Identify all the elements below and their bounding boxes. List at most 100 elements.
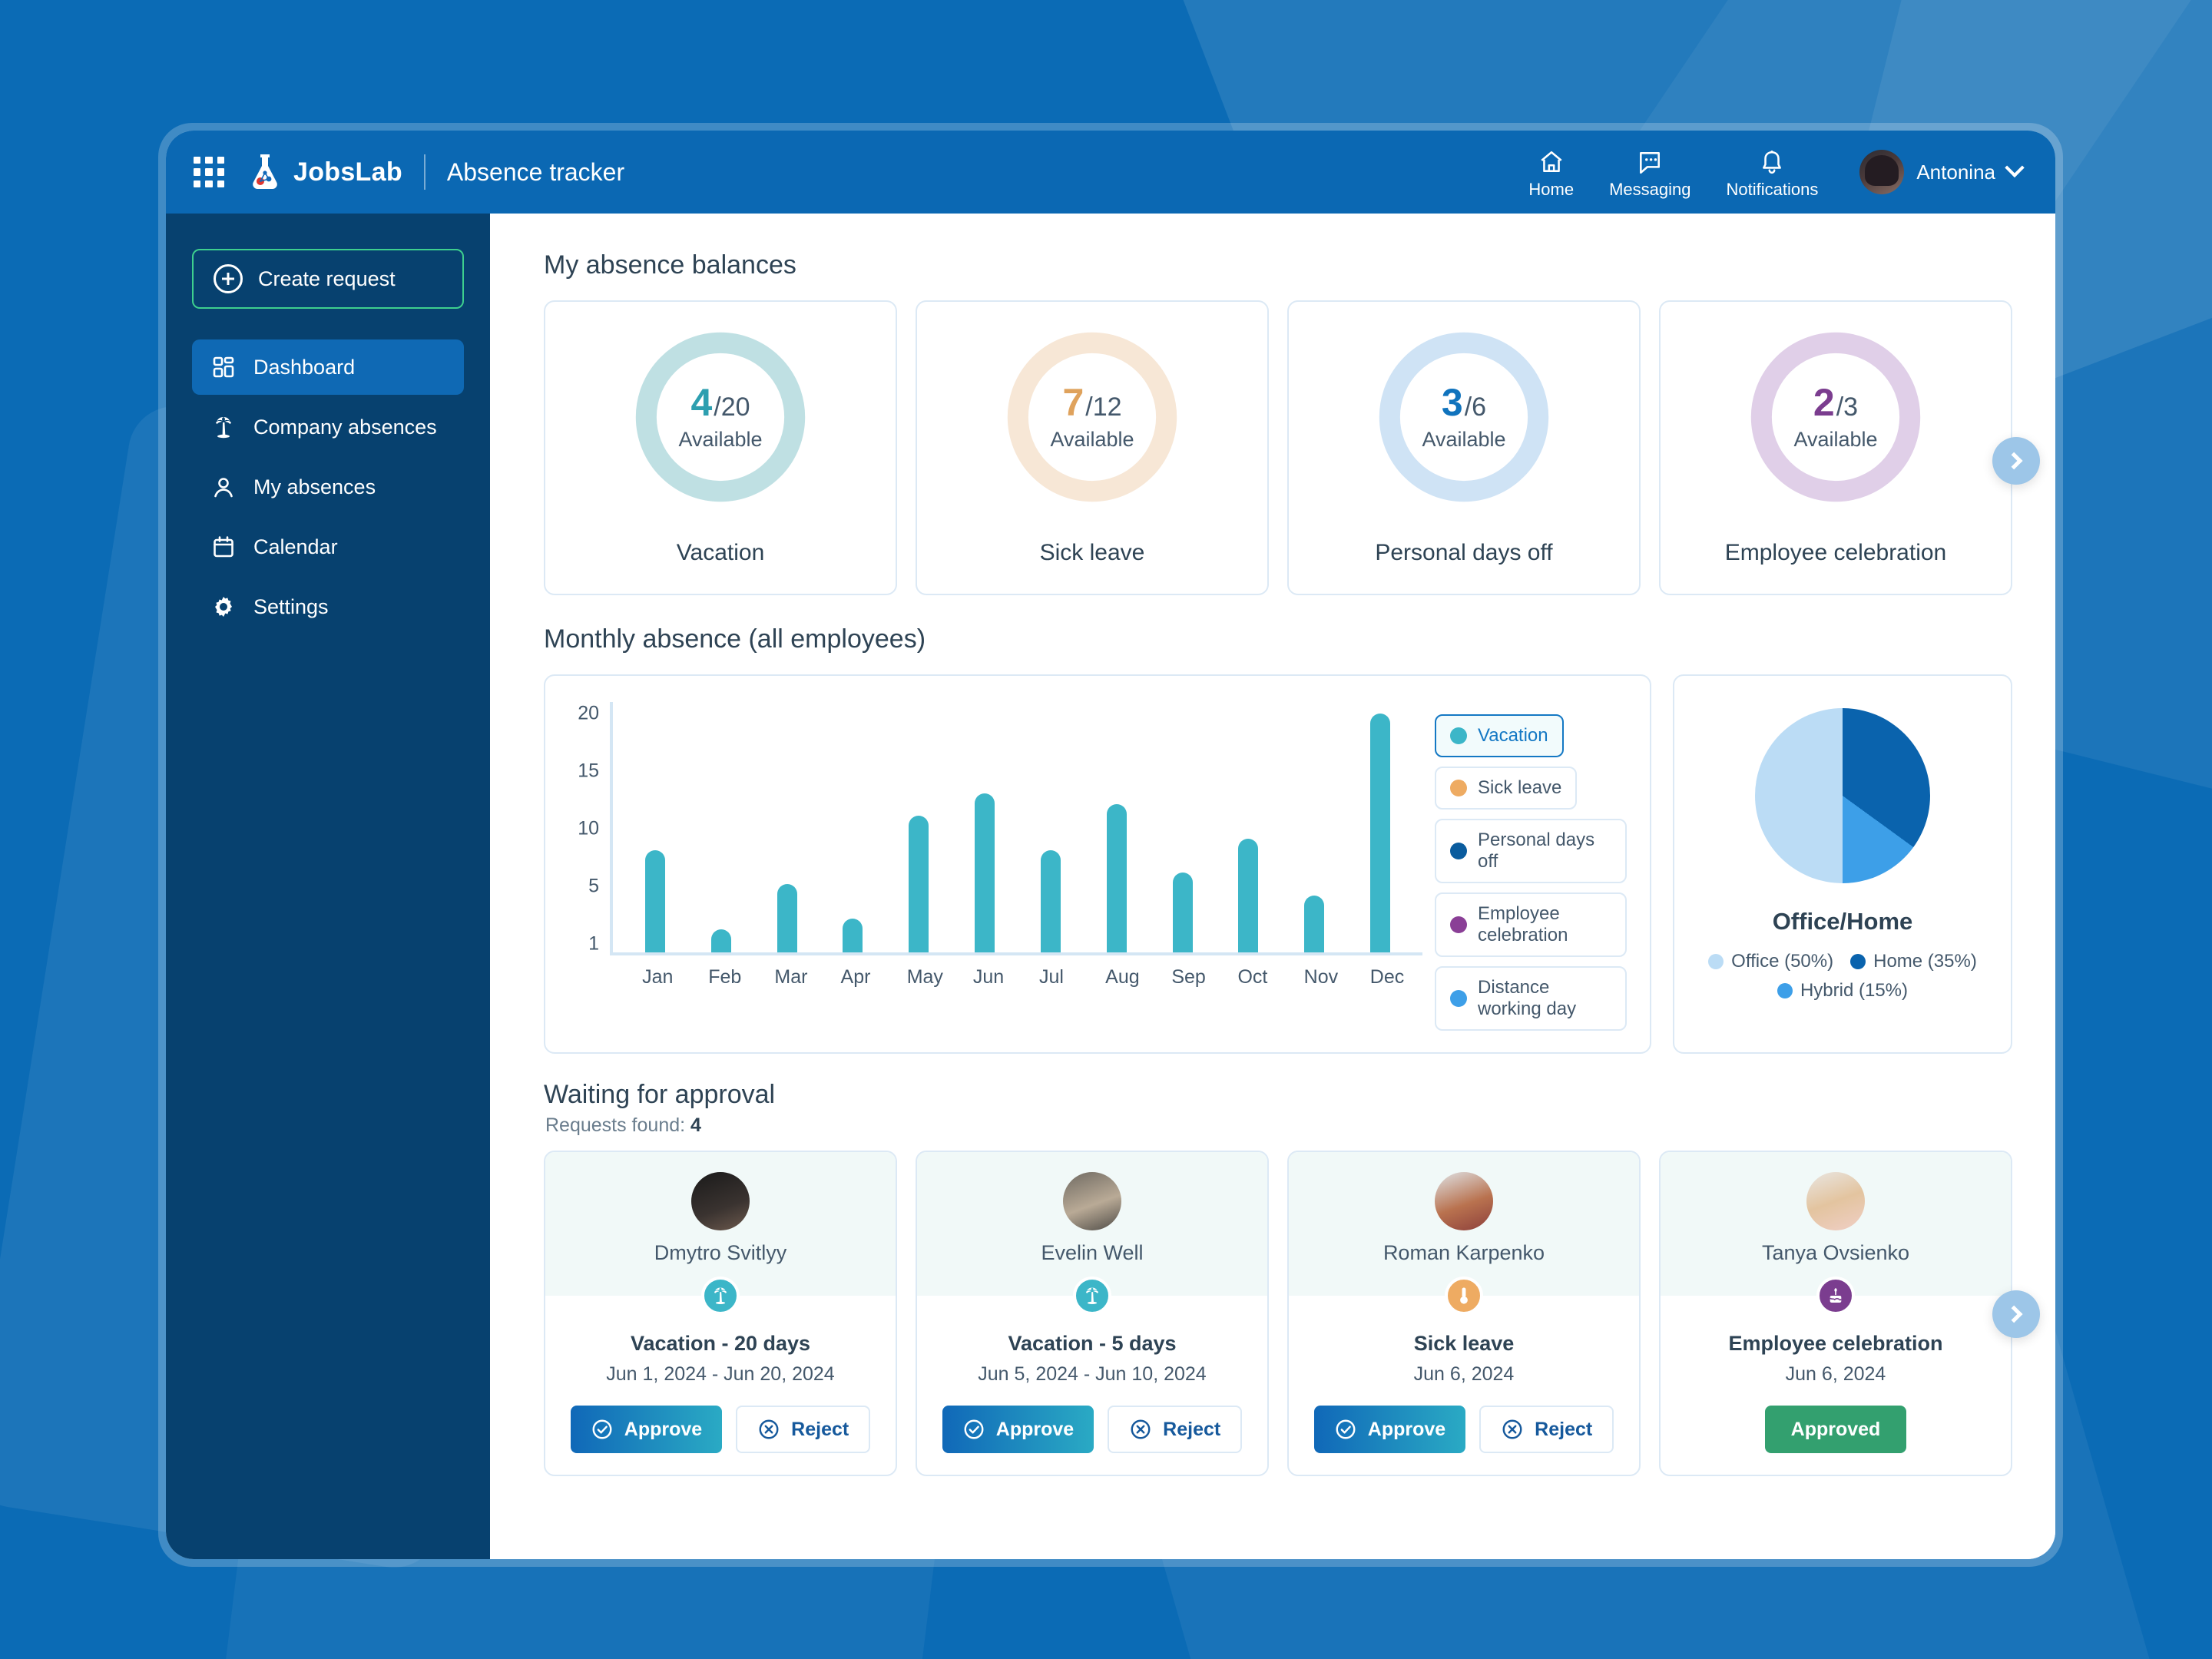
approval-title: Waiting for approval xyxy=(544,1080,776,1109)
sidebar-item-label: Calendar xyxy=(253,535,338,558)
request-employee-name: Roman Karpenko xyxy=(1382,1241,1545,1264)
request-dates: Jun 1, 2024 - Jun 20, 2024 xyxy=(606,1363,835,1385)
balance-card[interactable]: 7/12 Available Sick leave xyxy=(916,300,1269,595)
bar xyxy=(1304,895,1325,952)
monthly-title: Monthly absence (all employees) xyxy=(544,624,926,654)
balance-card[interactable]: 3/6 Available Personal days off xyxy=(1287,300,1641,595)
bar xyxy=(777,884,797,952)
check-circle-icon xyxy=(964,1419,984,1439)
balance-card-label: Employee celebration xyxy=(1724,540,1947,565)
x-tick: Apr xyxy=(840,966,871,988)
x-tick: Aug xyxy=(1105,966,1140,988)
donut-chart: 3/6 Available xyxy=(1375,328,1553,506)
bar xyxy=(1172,873,1193,952)
legend-item-personal-days-off[interactable]: Personal days off xyxy=(1435,819,1627,883)
request-type: Employee celebration xyxy=(1728,1332,1943,1355)
balance-card[interactable]: 2/3 Available Employee celebration xyxy=(1659,300,2012,595)
reject-button[interactable]: Reject xyxy=(1108,1406,1243,1453)
pie-legend-label: Hybrid (15%) xyxy=(1800,980,1909,1001)
sidebar-item-calendar[interactable]: Calendar xyxy=(192,519,464,575)
reject-label: Reject xyxy=(1535,1418,1593,1440)
sidebar-item-settings[interactable]: Settings xyxy=(192,579,464,634)
cake-icon xyxy=(1816,1277,1855,1315)
bar xyxy=(909,816,929,952)
donut-available-label: Available xyxy=(1422,427,1506,451)
grid-apps-icon[interactable] xyxy=(194,157,224,187)
user-menu[interactable]: Antonina xyxy=(1859,150,2025,194)
x-tick: Nov xyxy=(1303,966,1339,988)
y-tick: 20 xyxy=(578,702,599,724)
reject-button[interactable]: Reject xyxy=(736,1406,871,1453)
pie-chart xyxy=(1755,708,1930,883)
avatar xyxy=(1859,150,1905,194)
approval-request-card: Evelin Well Vacation - 5 days Jun 5, 202… xyxy=(916,1151,1269,1476)
donut-value: 2/3 xyxy=(1813,380,1859,424)
pie-legend-item-home: Home (35%) xyxy=(1850,951,1977,972)
approve-button[interactable]: Approve xyxy=(1313,1406,1466,1453)
top-bar: JobsLab Absence tracker Home xyxy=(166,131,2055,214)
approve-button[interactable]: Approve xyxy=(570,1406,723,1453)
balance-card[interactable]: 4/20 Available Vacation xyxy=(544,300,897,595)
topnav-label: Home xyxy=(1528,180,1575,199)
calendar-icon xyxy=(210,534,237,560)
chart-legend: Vacation Sick leave Personal days off xyxy=(1435,702,1627,1031)
donut-chart: 2/3 Available xyxy=(1747,328,1925,506)
thermometer-icon xyxy=(1445,1277,1483,1315)
bell-icon xyxy=(1759,144,1785,175)
legend-dot xyxy=(1708,954,1724,969)
chevron-down-icon xyxy=(2005,157,2025,178)
brand[interactable]: JobsLab xyxy=(247,154,402,190)
bar xyxy=(843,918,863,952)
sidebar-item-my-absences[interactable]: My absences xyxy=(192,459,464,515)
sidebar-nav: Dashboard Company absences xyxy=(192,339,464,634)
request-employee-name: Dmytro Svitlyy xyxy=(654,1241,787,1264)
donut-available-label: Available xyxy=(1050,427,1134,451)
sidebar-item-dashboard[interactable]: Dashboard xyxy=(192,339,464,395)
topnav-item-home[interactable]: Home xyxy=(1528,144,1574,200)
approve-button[interactable]: Approve xyxy=(942,1406,1094,1453)
legend-item-distance-working-day[interactable]: Distance working day xyxy=(1435,966,1627,1031)
plus-circle-icon xyxy=(214,264,243,293)
x-tick: Sep xyxy=(1171,966,1206,988)
chevron-right-icon xyxy=(2005,452,2023,470)
bar xyxy=(1370,713,1391,952)
topnav-item-messaging[interactable]: Messaging xyxy=(1609,144,1691,200)
palm-tree-icon xyxy=(701,1277,740,1315)
request-dates: Jun 6, 2024 xyxy=(1785,1363,1886,1385)
x-tick: Oct xyxy=(1237,966,1268,988)
approval-next-button[interactable] xyxy=(1992,1290,2040,1338)
legend-item-sick-leave[interactable]: Sick leave xyxy=(1435,767,1578,810)
legend-item-vacation[interactable]: Vacation xyxy=(1435,714,1564,757)
legend-dot xyxy=(1450,780,1467,796)
approval-row: Dmytro Svitlyy Vacation - 20 days Jun 1,… xyxy=(544,1151,2040,1476)
legend-dot xyxy=(1777,983,1793,998)
request-employee-name: Evelin Well xyxy=(1041,1241,1144,1264)
request-type: Vacation - 20 days xyxy=(630,1332,811,1355)
reject-button[interactable]: Reject xyxy=(1479,1406,1614,1453)
close-circle-icon xyxy=(1131,1419,1151,1439)
balances-row: 4/20 Available Vacation xyxy=(544,300,2040,595)
sidebar-item-label: Dashboard xyxy=(253,355,356,379)
avatar xyxy=(1063,1172,1121,1230)
legend-item-employee-celebration[interactable]: Employee celebration xyxy=(1435,892,1627,957)
avatar xyxy=(1435,1172,1493,1230)
x-tick: Dec xyxy=(1369,966,1405,988)
request-type: Vacation - 5 days xyxy=(1008,1332,1177,1355)
approved-status-button[interactable]: Approved xyxy=(1764,1406,1907,1453)
donut-available-label: Available xyxy=(1793,427,1878,451)
approve-label: Approve xyxy=(1367,1418,1446,1440)
donut-value: 7/12 xyxy=(1062,380,1122,424)
pie-legend-item-hybrid: Hybrid (15%) xyxy=(1777,980,1908,1002)
sidebar-item-company-absences[interactable]: Company absences xyxy=(192,399,464,455)
topnav-item-notifications[interactable]: Notifications xyxy=(1727,144,1818,200)
bar-chart: 20 15 10 5 1 Jan Feb Mar Apr May Jun Jul Aug Sep… xyxy=(568,702,1435,1031)
message-icon xyxy=(1637,144,1663,175)
y-tick: 5 xyxy=(588,875,599,897)
balances-next-button[interactable] xyxy=(1992,437,2040,485)
create-request-button[interactable]: Create request xyxy=(192,249,464,309)
balance-card-label: Personal days off xyxy=(1375,540,1553,565)
x-tick: May xyxy=(906,966,943,988)
donut-chart: 4/20 Available xyxy=(631,328,810,506)
sidebar-item-label: Settings xyxy=(253,594,329,618)
approve-label: Approve xyxy=(995,1418,1075,1440)
